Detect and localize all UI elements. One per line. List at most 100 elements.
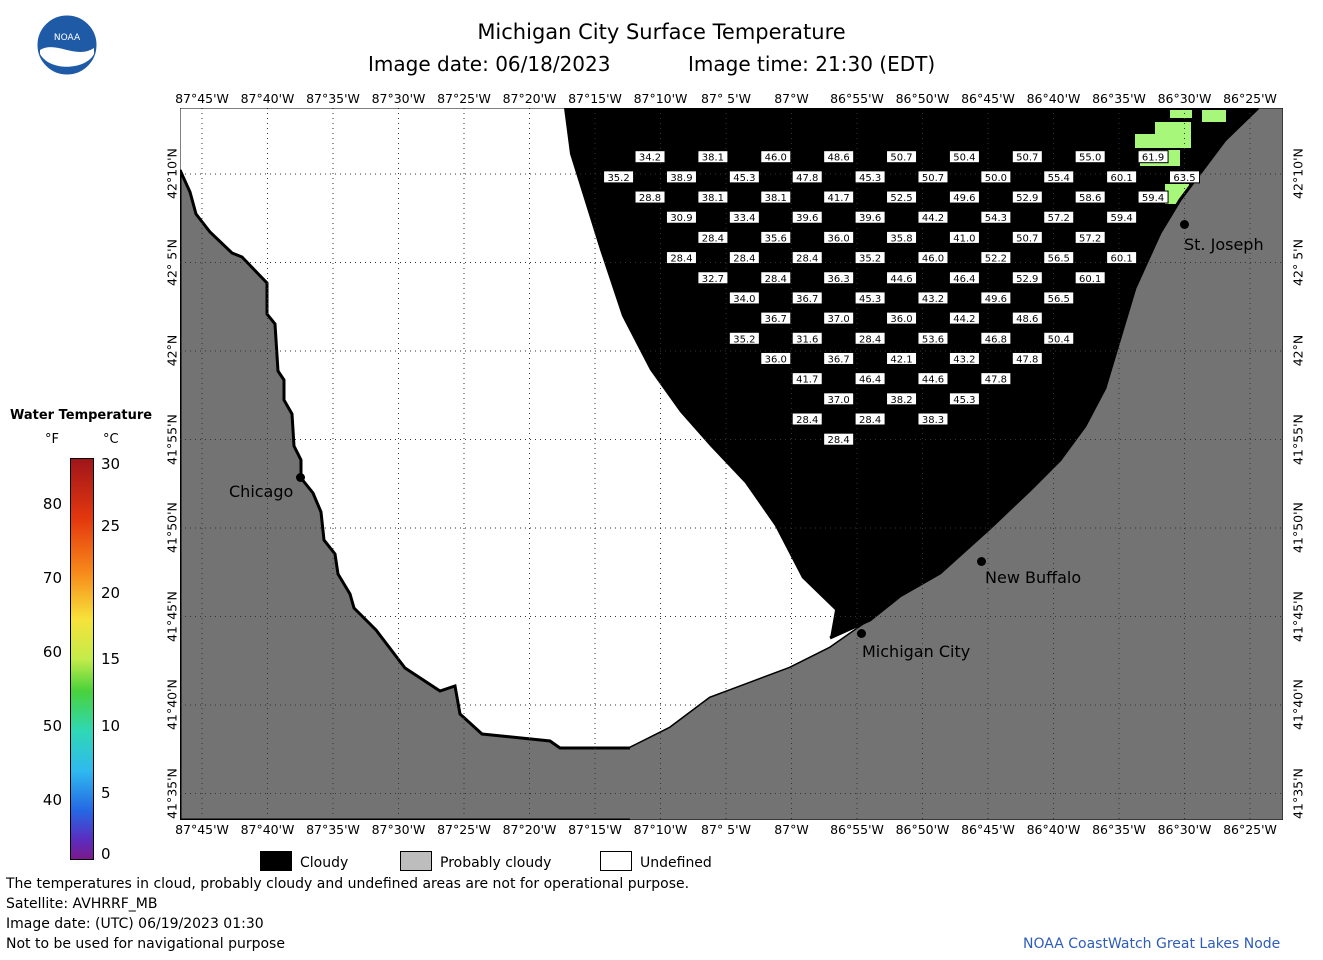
image-date: Image date: 06/18/2023 [368,52,611,76]
temperature-value: 50.0 [985,173,1007,184]
temperature-value: 60.1 [1110,254,1132,265]
temperature-label-box [1011,351,1043,365]
longitude-label: 87°45'W [175,91,229,106]
temperature-value: 52.5 [890,193,912,204]
temperature-label-box [728,210,760,224]
temperature-value: 57.2 [1048,213,1070,224]
temperature-value: 50.7 [922,173,944,184]
longitude-label: 87°10'W [633,822,688,837]
temperature-value: 47.8 [796,173,818,184]
temperature-label-box [1011,311,1043,325]
temperature-label-box [948,230,980,244]
temperature-label-box [948,351,980,365]
credit-link[interactable]: NOAA CoastWatch Great Lakes Node [1023,936,1281,952]
temperature-value: 33.4 [733,213,755,224]
temperature-value: 39.6 [859,213,881,224]
michigan-city-label: Michigan City [862,642,971,661]
longitude-label: 86°30'W [1157,91,1212,106]
temperature-label-box [1106,210,1138,224]
temperature-label-box [728,291,760,305]
undefined-label: Undefined [640,855,712,871]
temperature-label-box [1043,251,1075,265]
graticule-over-land [180,108,1283,820]
longitude-label: 86°45'W [961,91,1015,106]
legend-title: Water Temperature [10,408,153,423]
temperature-label-box [948,392,980,406]
temperature-label-box [760,311,792,325]
temperature-label-box [697,271,729,285]
temperature-value: 38.1 [702,153,724,164]
fahrenheit-tick: 40 [42,791,62,809]
temperature-label-box [980,251,1012,265]
temperature-value: 36.7 [765,314,787,325]
temperature-label-box [1106,170,1138,184]
temperature-label-box [1074,190,1106,204]
temperature-label-box [1043,291,1075,305]
temperature-value: 39.6 [796,213,818,224]
temperature-label-box [665,210,697,224]
unit-fahrenheit: °F [45,432,59,447]
longitude-label: 87° 5'W [701,822,751,837]
temperature-value: 45.3 [953,395,975,406]
latitude-label: 42°10'N [164,148,180,199]
longitude-label: 86°25'W [1223,822,1277,837]
new-buffalo-label: New Buffalo [985,568,1082,587]
temperature-label-box [917,331,949,345]
temperature-label-box [1074,230,1106,244]
celsius-tick: 15 [101,650,121,668]
temperature-label-box [917,372,949,386]
temperature-value: 28.4 [796,415,818,426]
temperature-label-box [791,291,823,305]
longitude-label: 86°35'W [1092,91,1146,106]
temperature-value: 59.4 [1110,213,1132,224]
temperature-label-box [1137,190,1169,204]
temperature-value: 36.7 [828,354,850,365]
temperature-label-box [728,251,760,265]
latitude-label: 41°40'N [164,679,180,730]
temperature-value: 35.8 [890,233,912,244]
temperature-value: 28.4 [796,254,818,265]
temperature-label-box [980,331,1012,345]
temperature-label-box [823,271,855,285]
temperature-label-box [791,331,823,345]
longitude-label: 87°30'W [371,91,426,106]
temperature-value: 37.0 [828,314,850,325]
temperature-label-box [760,230,792,244]
noaa-logo: NOAA [36,14,98,76]
temperature-value: 63.5 [1173,173,1195,184]
temperature-label-box [854,412,886,426]
undefined-swatch [600,851,632,871]
temperature-label-box [854,170,886,184]
temperature-label-box [854,331,886,345]
temperature-label-box [980,170,1012,184]
temperature-value: 46.4 [953,274,975,285]
temperature-label-box [886,230,918,244]
temperature-value: 36.0 [890,314,912,325]
chicago-label: Chicago [229,482,294,501]
longitude-label: 87°25'W [437,822,491,837]
temperature-value: 54.3 [985,213,1007,224]
celsius-tick: 25 [101,517,121,535]
longitude-label: 86°50'W [895,822,950,837]
temperature-label-box [760,271,792,285]
cloudy-label: Cloudy [300,855,349,871]
celsius-tick: 30 [101,455,121,473]
celsius-tick: 0 [101,845,111,863]
temperature-value: 32.7 [702,274,724,285]
temperature-label-box [1011,150,1043,164]
temperature-label-box [1106,251,1138,265]
temperature-value: 28.4 [702,233,724,244]
temperature-label-box [948,150,980,164]
temperature-label-box [948,190,980,204]
temperature-value: 58.6 [1079,193,1101,204]
temperature-value: 38.9 [670,173,692,184]
longitude-label: 87°15'W [568,822,622,837]
land-east-fill [630,108,1283,820]
temperature-label-box [791,372,823,386]
temperature-value: 36.0 [828,233,850,244]
temperature-label-box [1011,230,1043,244]
longitude-label: 87°30'W [371,822,426,837]
unit-celsius: °C [103,432,119,447]
temperature-label-box [634,190,666,204]
temperature-color-scale [70,458,94,860]
